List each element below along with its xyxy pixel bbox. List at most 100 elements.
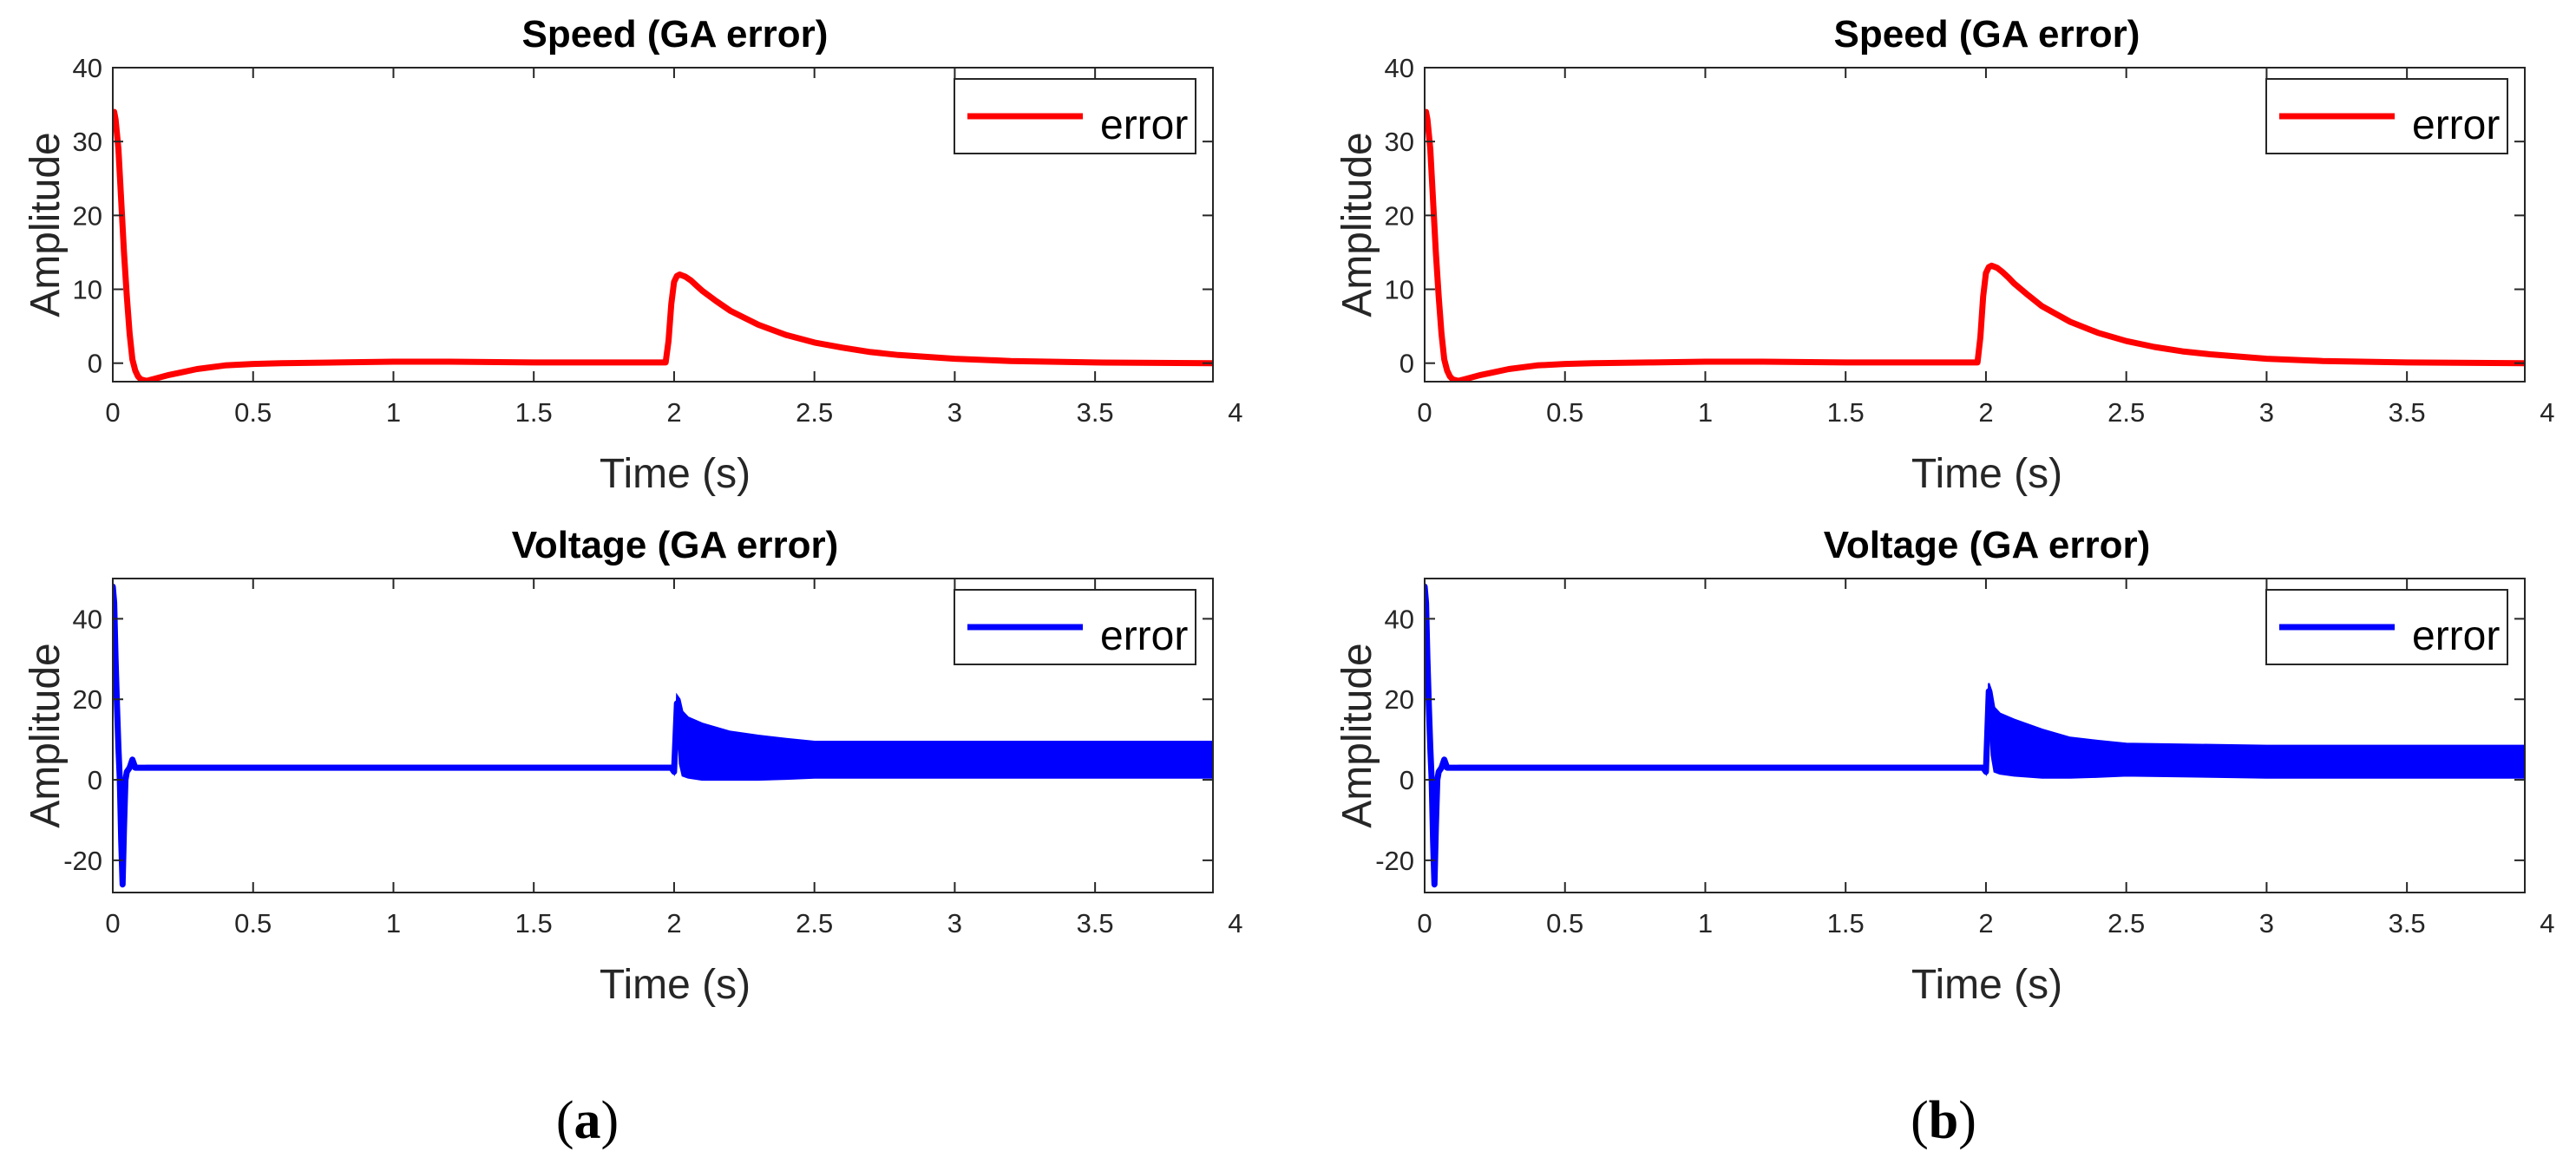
x-tick-label: 1.5: [515, 908, 553, 938]
axes-box: [112, 67, 1214, 383]
y-tick-label: 40: [73, 604, 102, 634]
y-tick-label: 30: [1385, 127, 1414, 157]
axes-box: [1424, 578, 2526, 893]
plot-area: [1425, 108, 2525, 382]
legend-label: error: [2412, 613, 2500, 659]
axes-box: [112, 578, 1214, 893]
x-tick-label: 2.5: [796, 908, 833, 938]
x-tick-label: 1.5: [515, 397, 553, 428]
caption-a-letter: a: [574, 1091, 601, 1150]
x-tick-label: 0.5: [1546, 397, 1583, 428]
series-line-error: [113, 108, 1213, 382]
plot-area: [1425, 583, 2525, 888]
y-tick-label: 40: [1385, 53, 1414, 83]
y-tick-label: 0: [88, 349, 102, 379]
ticks: 0 0.5 1 1.5 2 2.5 3 3.5 4 -20 0 20 40: [63, 579, 1243, 938]
chart-title: Speed (GA error): [1834, 13, 2140, 56]
x-tick-label: 3.5: [2389, 397, 2426, 428]
series-oscillation-band: [1425, 586, 2525, 885]
x-tick-label: 0.5: [1546, 908, 1583, 938]
x-tick-label: 4: [2540, 908, 2554, 938]
caption-a: (a): [556, 1091, 619, 1150]
legend-label: error: [2412, 102, 2500, 148]
chart-a-voltage: Voltage (GA error) 0 0.5 1 1.5 2 2.5 3 3.5 4-200…: [23, 524, 1243, 1008]
x-tick-label: 2.5: [2107, 397, 2145, 428]
legend-label: error: [1100, 102, 1188, 148]
caption-b-letter: b: [1929, 1091, 1958, 1150]
y-tick-label: 20: [73, 200, 102, 231]
y-tick-label: 40: [73, 53, 102, 83]
x-tick-label: 3: [947, 397, 962, 428]
legend: error: [954, 589, 1196, 665]
x-tick-label: 0: [1417, 908, 1432, 938]
y-axis-label: Amplitude: [1334, 643, 1380, 827]
y-axis-label: Amplitude: [1334, 132, 1380, 317]
y-tick-label: 40: [1385, 604, 1414, 634]
x-tick-label: 2: [1978, 397, 1993, 428]
y-tick-label: 0: [88, 765, 102, 795]
y-tick-label: -20: [63, 846, 102, 876]
ticks: 0 0.5 1 1.5 2 2.5 3 3.5 4 -20 0 20 40: [1375, 579, 2555, 938]
chart-b-voltage: Voltage (GA error) 0 0.5 1 1.5 2 2.5 3 3.5 4-200…: [1334, 524, 2555, 1008]
caption-b: (b): [1911, 1091, 1976, 1150]
x-axis-label: Time (s): [600, 962, 751, 1008]
y-tick-label: 30: [73, 127, 102, 157]
legend-box: [954, 589, 1196, 665]
series-line-error: [113, 583, 1213, 888]
y-tick-label: 10: [1385, 275, 1414, 305]
legend-label: error: [1100, 613, 1188, 659]
x-tick-label: 0: [105, 908, 120, 938]
x-tick-label: 0: [105, 397, 120, 428]
x-tick-label: 3.5: [1077, 908, 1114, 938]
axes-box: [1424, 67, 2526, 383]
series-line-error: [1425, 583, 2525, 888]
chart-title: Voltage (GA error): [1824, 524, 2151, 566]
legend: error: [2265, 589, 2508, 665]
y-tick-label: 20: [73, 684, 102, 715]
x-tick-label: 3.5: [1077, 397, 1114, 428]
x-tick-label: 1: [1698, 397, 1713, 428]
y-tick-label: 0: [1399, 349, 1414, 379]
x-tick-label: 1: [386, 908, 401, 938]
y-tick-label: 20: [1385, 200, 1414, 231]
series-oscillation-band: [113, 586, 1213, 885]
legend: error: [2265, 78, 2508, 154]
x-tick-label: 2.5: [2107, 908, 2145, 938]
x-tick-label: 0: [1417, 397, 1432, 428]
x-tick-label: 4: [1228, 397, 1242, 428]
chart-title: Speed (GA error): [522, 13, 829, 56]
chart-title: Voltage (GA error): [512, 524, 839, 566]
x-tick-label: 1.5: [1827, 908, 1865, 938]
chart-b-speed: Speed (GA error) 0 0.5 1 1.5 2 2.5 3 3.5 4010203…: [1334, 13, 2555, 497]
legend: error: [954, 78, 1196, 154]
y-tick-label: 0: [1399, 765, 1414, 795]
x-tick-label: 2.5: [796, 397, 833, 428]
x-tick-label: 1.5: [1827, 397, 1865, 428]
plot-area: [113, 583, 1213, 888]
plot-area: [113, 108, 1213, 382]
x-tick-label: 4: [1228, 908, 1242, 938]
x-tick-label: 3: [2259, 397, 2274, 428]
y-axis-label: Amplitude: [23, 643, 69, 827]
series-line-error: [1425, 108, 2525, 382]
chart-a-speed: Speed (GA error) 0 0.5 1 1.5 2 2.5 3 3.5 4010203…: [23, 13, 1243, 497]
legend-box: [2265, 589, 2508, 665]
x-tick-label: 4: [2540, 397, 2554, 428]
x-axis-label: Time (s): [1911, 962, 2062, 1008]
x-tick-label: 2: [666, 397, 681, 428]
x-tick-label: 0.5: [234, 397, 272, 428]
x-axis-label: Time (s): [600, 451, 751, 497]
x-tick-label: 1: [1698, 908, 1713, 938]
y-tick-label: 10: [73, 275, 102, 305]
legend-box: [2265, 78, 2508, 154]
x-tick-label: 0.5: [234, 908, 272, 938]
legend-box: [954, 78, 1196, 154]
x-tick-label: 2: [1978, 908, 1993, 938]
x-tick-label: 1: [386, 397, 401, 428]
x-tick-label: 2: [666, 908, 681, 938]
x-tick-label: 3: [2259, 908, 2274, 938]
y-tick-label: -20: [1375, 846, 1414, 876]
x-tick-label: 3: [947, 908, 962, 938]
